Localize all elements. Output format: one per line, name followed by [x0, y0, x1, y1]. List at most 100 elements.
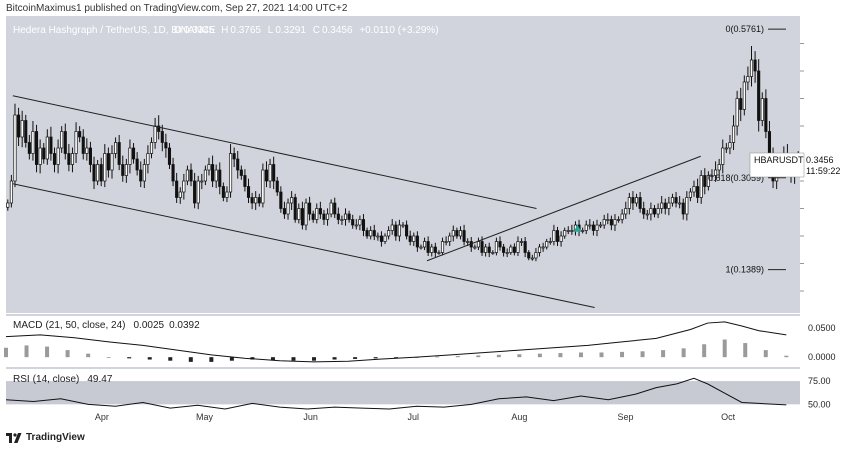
candle [516, 236, 520, 256]
candle [121, 155, 125, 182]
macd-tick-label: 0.0500 [808, 323, 836, 333]
macd-bar [4, 347, 8, 358]
candle [412, 232, 416, 246]
candle [124, 158, 128, 183]
candle [473, 244, 477, 250]
rsi-tick-label: 75.00 [808, 376, 831, 386]
candle [401, 221, 405, 229]
macd-bar [517, 354, 522, 358]
candle [318, 201, 322, 219]
candle [555, 226, 560, 246]
candle [520, 238, 524, 246]
macd-bar [86, 353, 91, 358]
chart-area[interactable]: 0.5500 0.5000 0.4500 0.4000 0.3500 0.3000 0.25… [0, 0, 850, 426]
macd-bar [702, 344, 707, 358]
candle [13, 103, 17, 188]
candle [624, 201, 628, 219]
candle [670, 193, 675, 207]
ohlc-high: 0.3765 [230, 25, 261, 36]
time-tick-label: Apr [95, 412, 109, 422]
candle [491, 250, 495, 255]
macd-bar [722, 339, 727, 358]
candle [24, 114, 28, 148]
ohlc-open: 0.3345 [184, 25, 215, 36]
publish-text: BitcoinMaximus1 published on TradingView… [6, 3, 348, 14]
macd-bar [394, 357, 399, 358]
candle [164, 133, 168, 158]
channel-lower-line[interactable] [12, 183, 595, 308]
candle [638, 192, 642, 213]
macd-bar [763, 350, 768, 358]
macd-histogram [4, 339, 789, 362]
time-tick-label: Jun [303, 412, 318, 422]
candle [196, 175, 200, 210]
price-candles [6, 45, 800, 262]
candle [566, 226, 570, 235]
candle [175, 172, 179, 203]
ohlc-close-key: C [313, 25, 320, 36]
candle [451, 225, 455, 242]
candle [225, 186, 229, 203]
candle [588, 219, 592, 230]
macd-bar [106, 357, 111, 358]
candle [379, 231, 383, 247]
candle [99, 157, 103, 187]
time-tick-label: Jul [408, 412, 420, 422]
candle [358, 215, 362, 231]
candle [361, 214, 366, 237]
macd-bar [743, 343, 748, 358]
candle [49, 126, 53, 161]
candle [343, 208, 348, 226]
channel-upper-line[interactable] [12, 95, 537, 209]
candle [563, 227, 567, 239]
macd-bar [209, 357, 214, 362]
macd-line [5, 321, 787, 363]
candle [757, 59, 761, 132]
candle [96, 159, 100, 186]
support-line[interactable] [426, 155, 701, 262]
candle [178, 187, 182, 204]
candle [620, 209, 624, 224]
macd-value2: 0.0392 [169, 320, 200, 331]
macd-bar [373, 357, 378, 359]
candle [448, 232, 452, 246]
candle [268, 158, 272, 189]
candle [20, 110, 24, 148]
candle [146, 145, 150, 174]
candle [552, 224, 556, 246]
candle [171, 157, 175, 187]
candle [739, 87, 743, 122]
macd-bar [599, 352, 604, 358]
candle [114, 137, 118, 159]
macd-bar [435, 356, 440, 358]
candle [652, 205, 657, 218]
ohlc-readout: O 0.3345 H 0.3765 L 0.3291 C 0.3456 +0.0110 … [174, 25, 439, 36]
macd-label-name: MACD [13, 320, 42, 331]
candle [131, 143, 136, 164]
fib-level-label: 0.618(0.3059) [708, 173, 764, 183]
candle [423, 237, 427, 251]
countdown-tag: 11:59:22 [806, 166, 840, 176]
candle [706, 171, 710, 191]
fib-level[interactable]: 0.618(0.3059) [708, 173, 786, 183]
candle [239, 165, 243, 180]
candle [117, 134, 121, 171]
candle [426, 236, 430, 256]
candle [609, 215, 613, 231]
rsi-value: 49.47 [87, 374, 112, 385]
fib-level[interactable]: 1(0.1389) [725, 265, 786, 275]
macd-label-params: (21, 50, close, 24) [45, 320, 125, 331]
time-tick-label: May [196, 412, 214, 422]
candle [275, 176, 279, 196]
candle [9, 174, 13, 208]
candle [746, 66, 750, 91]
candle [189, 163, 193, 187]
fib-level[interactable]: 0(0.5761) [725, 24, 786, 34]
candle [440, 237, 445, 256]
candle [193, 172, 197, 209]
candle [699, 170, 703, 204]
macd-bar [496, 354, 501, 358]
macd-bar [291, 357, 296, 361]
macd-bar [455, 356, 460, 358]
candle [548, 237, 552, 245]
